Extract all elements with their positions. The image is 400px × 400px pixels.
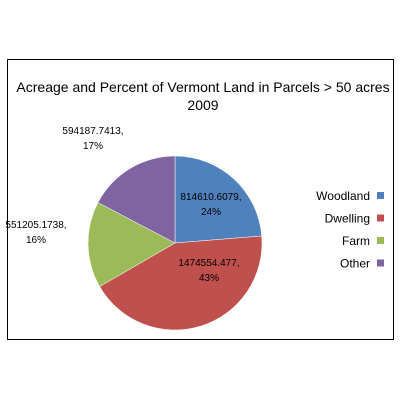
legend: Woodland Dwelling Farm Other bbox=[316, 189, 384, 271]
pie-slice-other bbox=[97, 155, 176, 244]
data-label-value-woodland: 814610.6079, bbox=[180, 192, 241, 203]
legend-label-dwelling: Dwelling bbox=[325, 212, 370, 226]
pie-slice-woodland bbox=[174, 155, 262, 244]
chart-title-line2: 2009 bbox=[187, 97, 218, 113]
data-label-percent-farm: 16% bbox=[26, 235, 46, 246]
pie-slices bbox=[87, 155, 263, 331]
legend-swatch-other bbox=[377, 259, 384, 267]
legend-swatch-dwelling bbox=[377, 214, 384, 222]
legend-label-woodland: Woodland bbox=[316, 189, 370, 203]
slice-labels: 814610.6079, 24% 1474554.477, 43% 551205.173… bbox=[5, 126, 241, 284]
data-label-value-other: 594187.7413, bbox=[62, 126, 123, 137]
legend-swatch-woodland bbox=[377, 192, 384, 199]
legend-label-other: Other bbox=[340, 257, 370, 271]
pie-slice-dwelling bbox=[99, 235, 263, 331]
pie-slice-farm bbox=[87, 202, 176, 287]
data-label-percent-woodland: 24% bbox=[201, 207, 221, 218]
legend-swatch-farm bbox=[377, 237, 384, 244]
data-label-percent-dwelling: 43% bbox=[199, 273, 219, 284]
data-label-value-dwelling: 1474554.477, bbox=[178, 258, 239, 269]
data-label-percent-other: 17% bbox=[83, 141, 103, 152]
chart-title-line1: Acreage and Percent of Vermont Land in P… bbox=[16, 79, 389, 95]
legend-label-farm: Farm bbox=[342, 234, 370, 248]
data-label-value-farm: 551205.1738, bbox=[5, 220, 66, 231]
